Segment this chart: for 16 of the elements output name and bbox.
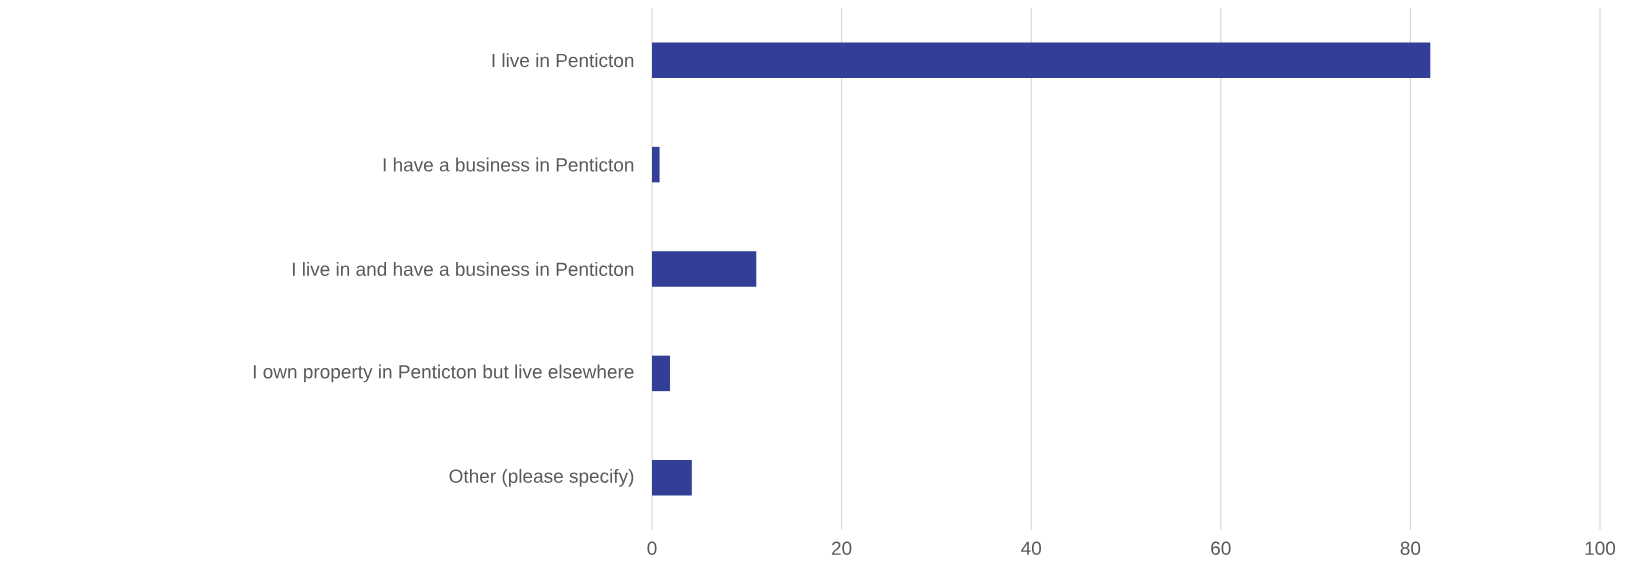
x-tick-label: 100 bbox=[1585, 541, 1616, 555]
x-tick-label: 0 bbox=[647, 541, 657, 555]
bar bbox=[652, 42, 1431, 78]
y-tick-label: I live in Penticton bbox=[492, 53, 634, 68]
x-tick-label: 80 bbox=[1400, 541, 1421, 555]
bar bbox=[652, 146, 660, 183]
x-tick-label: 60 bbox=[1211, 541, 1231, 555]
bar bbox=[652, 355, 671, 392]
x-tick-label: 20 bbox=[831, 541, 852, 555]
x-tick-label: 40 bbox=[1021, 541, 1042, 555]
y-tick-label: I have a business in Penticton bbox=[383, 157, 634, 172]
y-tick-label: I own property in Penticton but live elsewhere bbox=[253, 364, 634, 383]
y-tick-label: Other (please specify) bbox=[449, 468, 634, 487]
y-tick-label: I live in and have a business in Penticton bbox=[292, 262, 634, 276]
bar bbox=[652, 251, 757, 287]
bar bbox=[652, 460, 692, 496]
